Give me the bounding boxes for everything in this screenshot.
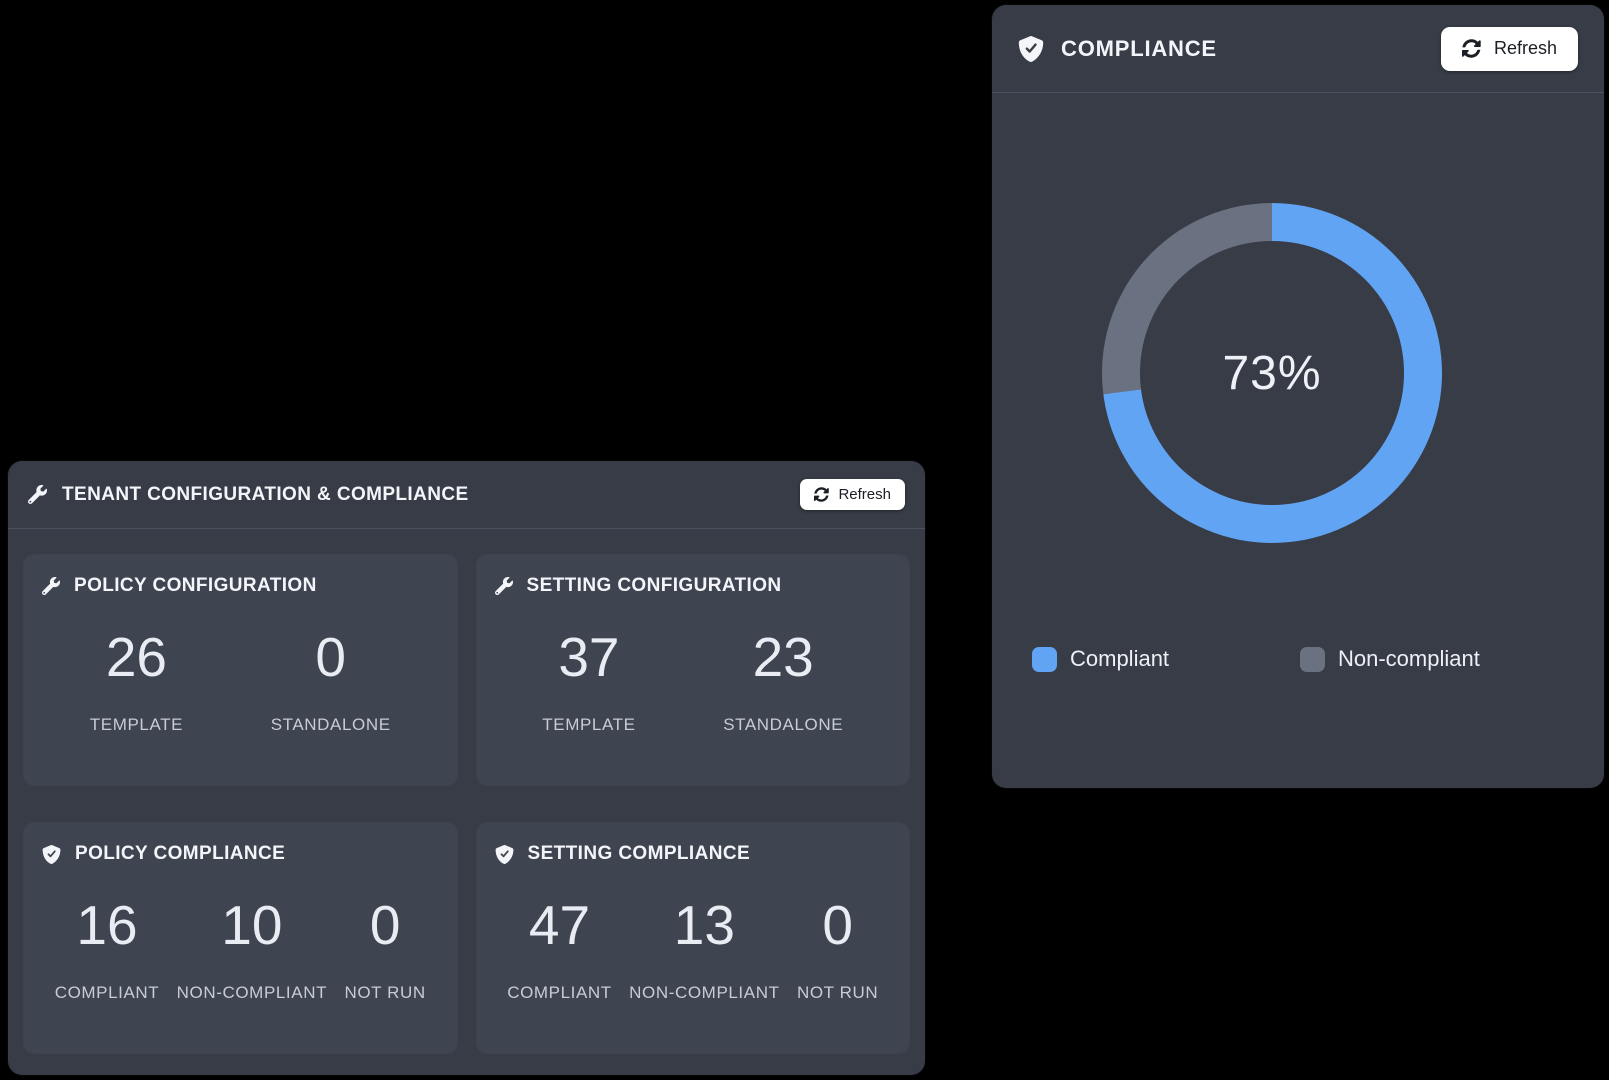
stat-value: 23 bbox=[752, 625, 814, 688]
stat-value: 10 bbox=[221, 893, 283, 956]
stat-label: NON-COMPLIANT bbox=[176, 982, 328, 1002]
stat-standalone: 23 STANDALONE bbox=[723, 625, 844, 735]
stat-compliant: 16 COMPLIANT bbox=[54, 893, 160, 1003]
stat-label: TEMPLATE bbox=[542, 714, 636, 734]
stat-value: 13 bbox=[673, 893, 735, 956]
legend-item-compliant: Compliant bbox=[1032, 646, 1169, 672]
legend-item-non-compliant: Non-compliant bbox=[1300, 646, 1480, 672]
setting-configuration-card: SETTING CONFIGURATION 37 TEMPLATE 23 STA… bbox=[476, 555, 909, 785]
wrench-icon bbox=[28, 485, 47, 504]
stat-non-compliant: 13 NON-COMPLIANT bbox=[629, 893, 780, 1003]
shield-check-icon bbox=[1018, 35, 1044, 62]
refresh-button-label: Refresh bbox=[1493, 38, 1557, 58]
wrench-icon bbox=[42, 577, 60, 595]
compliant-swatch bbox=[1032, 646, 1057, 672]
refresh-button-label: Refresh bbox=[838, 486, 891, 503]
policy-configuration-card: POLICY CONFIGURATION 26 TEMPLATE 0 STAND… bbox=[24, 555, 457, 785]
summary-cards: POLICY CONFIGURATION 26 TEMPLATE 0 STAND… bbox=[8, 529, 925, 1075]
refresh-button[interactable]: Refresh bbox=[1440, 26, 1578, 71]
tenant-config-compliance-panel: TENANT CONFIGURATION & COMPLIANCE Refres… bbox=[8, 461, 925, 1075]
stat-value: 16 bbox=[76, 893, 138, 956]
stat-value: 26 bbox=[105, 625, 168, 688]
panel-title: COMPLIANCE bbox=[1061, 35, 1217, 61]
stat-label: TEMPLATE bbox=[89, 714, 184, 734]
refresh-icon bbox=[814, 487, 830, 502]
legend-label: Compliant bbox=[1070, 646, 1170, 671]
non-compliant-swatch bbox=[1300, 646, 1325, 672]
stat-label: NON-COMPLIANT bbox=[629, 982, 780, 1002]
card-title: SETTING COMPLIANCE bbox=[527, 843, 751, 864]
compliance-donut-chart: 73% bbox=[1102, 203, 1442, 543]
stat-label: STANDALONE bbox=[723, 714, 844, 734]
donut-hole: 73% bbox=[1140, 241, 1404, 505]
stat-value: 0 bbox=[369, 893, 401, 956]
stat-value: 0 bbox=[315, 625, 346, 688]
compliance-panel: COMPLIANCE Refresh 73% Compliant Non-com… bbox=[992, 5, 1604, 788]
stat-label: COMPLIANT bbox=[507, 982, 612, 1002]
stat-template: 26 TEMPLATE bbox=[89, 625, 184, 735]
card-title: POLICY COMPLIANCE bbox=[75, 843, 286, 864]
policy-compliance-card: POLICY COMPLIANCE 16 COMPLIANT 10 NON-CO… bbox=[24, 823, 457, 1053]
legend-label: Non-compliant bbox=[1338, 646, 1480, 671]
stat-template: 37 TEMPLATE bbox=[542, 625, 636, 735]
refresh-button[interactable]: Refresh bbox=[800, 479, 905, 510]
stat-label: COMPLIANT bbox=[54, 982, 160, 1002]
panel-title: TENANT CONFIGURATION & COMPLIANCE bbox=[62, 483, 469, 505]
stat-label: NOT RUN bbox=[344, 982, 426, 1002]
stat-value: 37 bbox=[558, 625, 620, 688]
stat-label: STANDALONE bbox=[270, 714, 391, 734]
card-title: POLICY CONFIGURATION bbox=[74, 575, 317, 596]
tenant-panel-header: TENANT CONFIGURATION & COMPLIANCE Refres… bbox=[8, 461, 925, 529]
donut-percent-label: 73% bbox=[1222, 346, 1322, 400]
stat-standalone: 0 STANDALONE bbox=[270, 625, 391, 735]
stat-not-run: 0 NOT RUN bbox=[344, 893, 426, 1003]
shield-check-icon bbox=[495, 844, 514, 864]
stat-value: 0 bbox=[822, 893, 853, 956]
stat-non-compliant: 10 NON-COMPLIANT bbox=[176, 893, 328, 1003]
setting-compliance-card: SETTING COMPLIANCE 47 COMPLIANT 13 NON-C… bbox=[476, 823, 909, 1053]
shield-check-icon bbox=[42, 844, 61, 864]
card-title: SETTING CONFIGURATION bbox=[526, 575, 782, 596]
wrench-icon bbox=[494, 577, 513, 595]
compliance-panel-header: COMPLIANCE Refresh bbox=[992, 5, 1604, 93]
stat-label: NOT RUN bbox=[796, 982, 879, 1002]
stat-not-run: 0 NOT RUN bbox=[796, 893, 879, 1003]
refresh-icon bbox=[1461, 39, 1481, 58]
stat-value: 47 bbox=[528, 893, 591, 956]
stat-compliant: 47 COMPLIANT bbox=[507, 893, 612, 1003]
